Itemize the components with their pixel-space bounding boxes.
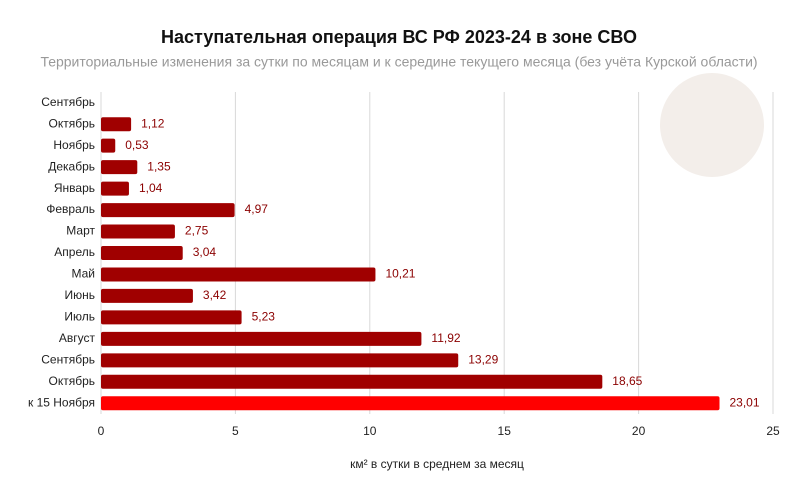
x-tick-label: 15 [498, 424, 512, 438]
value-label: 3,04 [193, 245, 217, 259]
logo [660, 73, 764, 177]
value-label: 4,97 [245, 202, 269, 216]
bar [101, 117, 132, 132]
bar [101, 396, 720, 411]
y-tick-label: Июль [64, 310, 95, 324]
value-label: 18,65 [612, 374, 642, 388]
x-tick-label: 0 [98, 424, 105, 438]
x-tick-label: 25 [766, 424, 780, 438]
x-tick-label: 20 [632, 424, 646, 438]
y-tick-label: Октябрь [48, 374, 95, 388]
bar [101, 138, 116, 153]
y-tick-label: Август [59, 331, 96, 345]
bar [101, 374, 603, 389]
y-tick-label: Ноябрь [53, 138, 95, 152]
bar [101, 203, 235, 218]
y-tick-label: Январь [54, 181, 95, 195]
bar [101, 160, 138, 175]
y-tick-label: Май [71, 267, 95, 281]
y-tick-label: Июнь [64, 288, 95, 302]
bar [101, 224, 175, 239]
x-tick-label: 10 [363, 424, 377, 438]
y-tick-label: Октябрь [48, 116, 95, 130]
y-tick-label: Апрель [54, 245, 95, 259]
bar [101, 267, 376, 282]
value-label: 1,35 [147, 159, 171, 173]
value-label: 0,53 [125, 138, 149, 152]
chart-title: Наступательная операция ВС РФ 2023-24 в … [161, 27, 637, 47]
y-tick-label: Сентябрь [41, 95, 95, 109]
value-label: 2,75 [185, 224, 209, 238]
x-tick-label: 5 [232, 424, 239, 438]
chart-subtitle: Территориальные изменения за сутки по ме… [40, 54, 757, 70]
value-label: 13,29 [468, 353, 498, 367]
y-tick-label: Декабрь [48, 159, 95, 173]
value-label: 1,12 [141, 116, 165, 130]
bar [101, 246, 183, 260]
bar [101, 288, 193, 303]
value-label: 3,42 [203, 288, 227, 302]
value-label: 1,04 [139, 181, 163, 195]
bar [101, 181, 129, 196]
y-tick-label: Март [66, 224, 95, 238]
value-label: 5,23 [252, 310, 276, 324]
bar [101, 331, 422, 346]
bar [101, 353, 459, 368]
x-axis-title: км² в сутки в среднем за месяц [350, 457, 524, 471]
value-label: 11,92 [431, 331, 460, 345]
bar [101, 310, 242, 325]
value-label: 23,01 [730, 395, 760, 409]
y-tick-label: к 15 Ноября [28, 395, 95, 409]
y-tick-label: Сентябрь [41, 353, 95, 367]
value-label: 10,21 [385, 267, 415, 281]
y-tick-label: Февраль [46, 202, 95, 216]
